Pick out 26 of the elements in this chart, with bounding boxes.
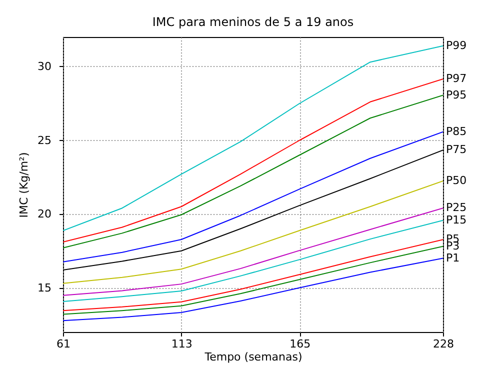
- line-series: [63, 258, 443, 322]
- y-tick-label: 25: [38, 134, 52, 147]
- x-tick-label: 165: [290, 338, 311, 350]
- y-tick-label: 30: [38, 60, 52, 73]
- y-tick-label: 15: [38, 281, 52, 294]
- y-axis-title: IMC (Kg/m²): [18, 152, 31, 218]
- x-tick-label: 113: [171, 338, 192, 350]
- y-tick-label: 20: [38, 208, 52, 220]
- series-label: P75: [446, 143, 467, 156]
- series-label: P15: [446, 213, 467, 226]
- series-label: P50: [446, 174, 467, 187]
- series-label: P25: [446, 201, 467, 214]
- series-label: P95: [446, 88, 467, 102]
- x-axis-title: Tempo (semanas): [204, 350, 302, 364]
- line-series: [63, 131, 443, 262]
- series-label: P85: [446, 124, 467, 138]
- chart-title: IMC para meninos de 5 a 19 anos: [152, 15, 354, 29]
- line-series: [63, 45, 443, 232]
- series-label: P97: [446, 72, 467, 86]
- line-series: [63, 180, 443, 284]
- series-label: P99: [446, 38, 467, 52]
- x-tick-label: 228: [433, 338, 454, 350]
- x-tick-label: 61: [56, 338, 70, 350]
- line-series: [63, 220, 443, 302]
- series-label: P1: [446, 251, 460, 264]
- line-series: [63, 208, 443, 296]
